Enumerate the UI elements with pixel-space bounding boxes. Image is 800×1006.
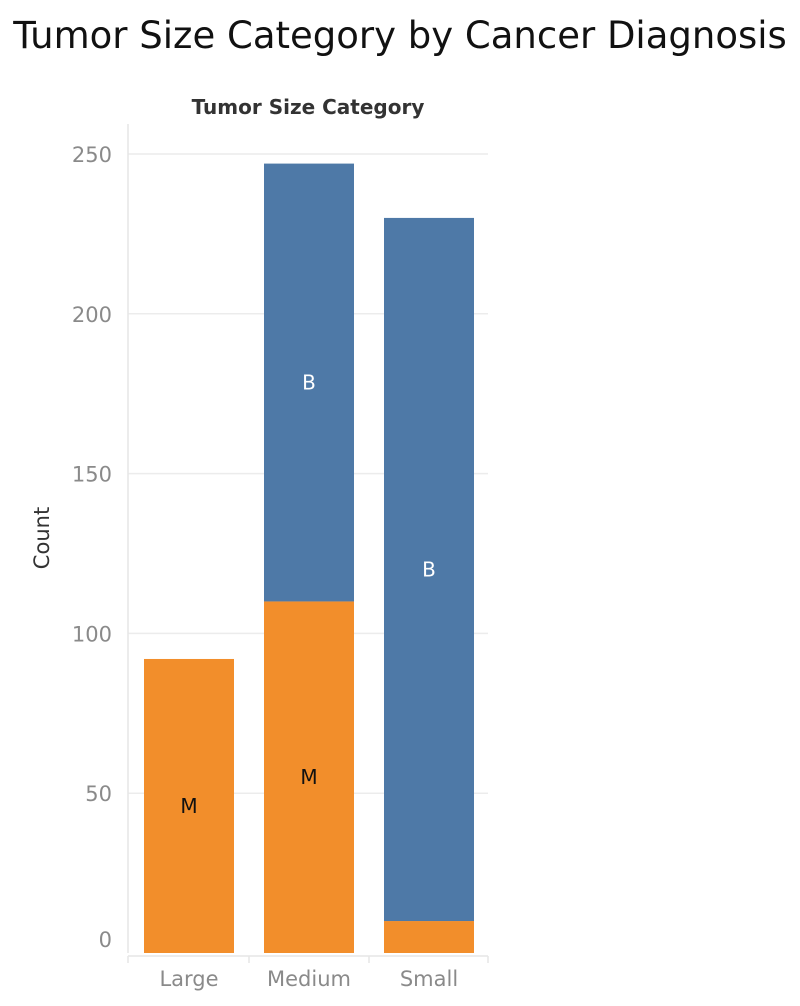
y-tick-label: 100 xyxy=(72,622,112,646)
segment-label: B xyxy=(422,557,436,581)
column-header: Tumor Size Category xyxy=(192,95,425,119)
bar-small-b xyxy=(384,217,474,922)
y-tick-label: 250 xyxy=(72,143,112,167)
bar-medium-m xyxy=(264,601,354,953)
segment-labels: M M B B xyxy=(180,371,436,818)
x-tick-label-small: Small xyxy=(400,967,458,991)
bar-small-m xyxy=(384,921,474,953)
y-tick-label: 50 xyxy=(85,782,112,806)
y-tick-label: 0 xyxy=(99,928,112,952)
bar-large-m xyxy=(144,658,234,953)
bar-medium-b xyxy=(264,163,354,602)
segment-label: M xyxy=(180,794,197,818)
x-tick-label-medium: Medium xyxy=(267,967,351,991)
y-tick-label: 200 xyxy=(72,303,112,327)
y-axis-title: Count xyxy=(30,507,54,569)
y-tick-label: 150 xyxy=(72,463,112,487)
chart-title: Tumor Size Category by Cancer Diagnosis xyxy=(13,14,787,57)
segment-label: B xyxy=(302,371,316,395)
bars xyxy=(144,163,474,953)
x-tick-label-large: Large xyxy=(159,967,218,991)
segment-label: M xyxy=(300,765,317,789)
axes: 0 50 100 150 200 250 Large Medium Small xyxy=(72,124,489,991)
